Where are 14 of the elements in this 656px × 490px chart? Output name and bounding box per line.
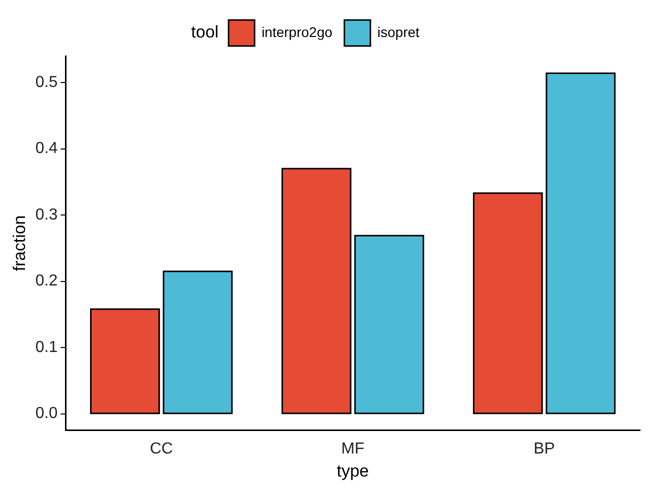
legend-label: interpro2go: [262, 24, 333, 40]
x-tick-label: MF: [341, 440, 365, 458]
y-tick-label: 0.4: [35, 140, 58, 158]
y-axis-title: fraction: [10, 215, 29, 272]
x-tick-label: BP: [534, 440, 555, 458]
x-axis-title: type: [336, 461, 369, 480]
legend-label: isopret: [377, 24, 420, 40]
legend-title: tool: [191, 22, 219, 42]
y-tick-label: 0.3: [35, 206, 58, 224]
x-tick-label: CC: [150, 440, 173, 458]
y-tick-label: 0.2: [35, 272, 58, 290]
y-tick-label: 0.1: [35, 338, 58, 356]
y-tick-label: 0.0: [35, 405, 58, 422]
y-tick-label: 0.5: [35, 74, 58, 91]
